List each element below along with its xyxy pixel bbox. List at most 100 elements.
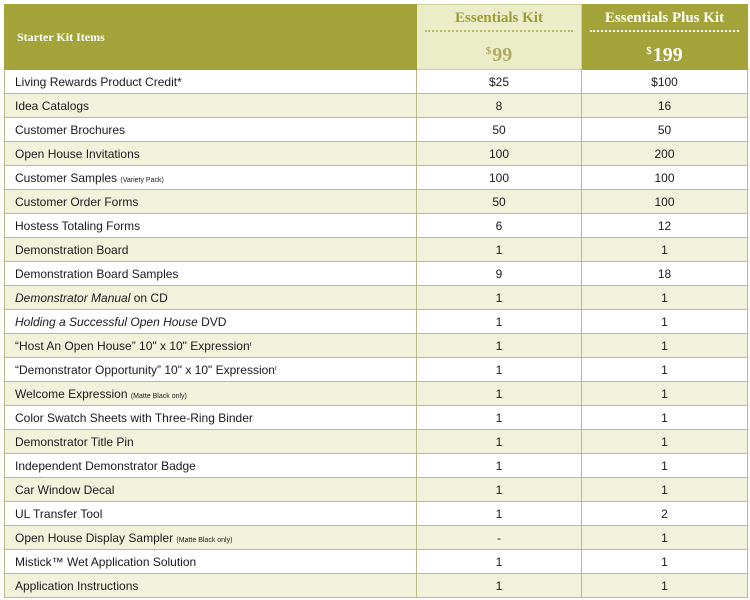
essentials-plus-kit-value: 1	[581, 453, 748, 478]
registered-mark: r	[249, 341, 252, 348]
essentials-plus-kit-value: 1	[581, 309, 748, 334]
item-label-cell: Car Window Decal	[4, 477, 417, 502]
item-label-italic: Demonstrator Manual	[15, 290, 131, 305]
item-label: Car Window Decal	[15, 482, 115, 497]
essentials-plus-kit-header: Essentials Plus Kit $199	[581, 4, 748, 70]
table-row: Customer Order Forms 50 100	[4, 189, 748, 214]
essentials-kit-price: $99	[417, 32, 581, 68]
essentials-kit-value: 1	[416, 453, 582, 478]
table-row: Holding a Successful Open House DVD 1 1	[4, 309, 748, 334]
table-row: “Demonstrator Opportunity” 10" x 10" Exp…	[4, 357, 748, 382]
essentials-plus-kit-name: Essentials Plus Kit	[590, 5, 739, 32]
essentials-plus-kit-value: 1	[581, 429, 748, 454]
table-row: Demonstration Board 1 1	[4, 237, 748, 262]
item-label-cell: Holding a Successful Open House DVD	[4, 309, 417, 334]
item-label-cell: Open House Display Sampler (Matte Black …	[4, 525, 417, 550]
essentials-plus-kit-price: $199	[582, 32, 747, 68]
item-label-cell: Mistick™ Wet Application Solution	[4, 549, 417, 574]
table-row: Customer Samples (Variety Pack) 100 100	[4, 165, 748, 190]
table-row: Idea Catalogs 8 16	[4, 93, 748, 118]
essentials-kit-value: 1	[416, 429, 582, 454]
essentials-plus-kit-value: 100	[581, 165, 748, 190]
table-row: Mistick™ Wet Application Solution 1 1	[4, 549, 748, 574]
table-row: Color Swatch Sheets with Three-Ring Bind…	[4, 405, 748, 430]
item-label: “Demonstrator Opportunity” 10" x 10" Exp…	[15, 362, 275, 377]
item-label: Customer Brochures	[15, 122, 126, 137]
item-label: Mistick™ Wet Application Solution	[15, 554, 197, 569]
essentials-plus-kit-value: 1	[581, 237, 748, 262]
essentials-plus-kit-value: 1	[581, 285, 748, 310]
essentials-plus-kit-value: 1	[581, 357, 748, 382]
table-row: Living Rewards Product Credit* $25 $100	[4, 69, 748, 94]
item-label-cell: Idea Catalogs	[4, 93, 417, 118]
item-label: Customer Order Forms	[15, 194, 139, 209]
essentials-plus-kit-value: 1	[581, 573, 748, 598]
item-label-cell: Independent Demonstrator Badge	[4, 453, 417, 478]
essentials-kit-name: Essentials Kit	[425, 5, 573, 32]
table-row: Customer Brochures 50 50	[4, 117, 748, 142]
essentials-kit-value: 1	[416, 237, 582, 262]
essentials-plus-kit-value: 1	[581, 477, 748, 502]
item-label: Hostess Totaling Forms	[15, 218, 141, 233]
essentials-plus-kit-value: 18	[581, 261, 748, 286]
table-row: Demonstration Board Samples 9 18	[4, 261, 748, 286]
item-label: Living Rewards Product Credit*	[15, 74, 182, 89]
table-row: Independent Demonstrator Badge 1 1	[4, 453, 748, 478]
essentials-kit-value: 1	[416, 501, 582, 526]
item-note: (Matte Black only)	[176, 536, 233, 544]
essentials-plus-kit-value: 1	[581, 549, 748, 574]
table-row: Demonstrator Title Pin 1 1	[4, 429, 748, 454]
table-row: Demonstrator Manual on CD 1 1	[4, 285, 748, 310]
essentials-plus-kit-value: 1	[581, 381, 748, 406]
item-note: (Matte Black only)	[130, 392, 187, 400]
essentials-plus-kit-value: 1	[581, 333, 748, 358]
essentials-kit-value: 100	[416, 165, 582, 190]
essentials-plus-kit-value: 100	[581, 189, 748, 214]
essentials-plus-kit-value: 50	[581, 117, 748, 142]
item-label-cell: “Demonstrator Opportunity” 10" x 10" Exp…	[4, 357, 417, 382]
table-row: Car Window Decal 1 1	[4, 477, 748, 502]
item-label: Demonstrator Title Pin	[15, 434, 134, 449]
essentials-kit-value: 1	[416, 549, 582, 574]
essentials-kit-value: 1	[416, 381, 582, 406]
essentials-kit-value: 9	[416, 261, 582, 286]
essentials-kit-value: 1	[416, 405, 582, 430]
plus-currency: $	[646, 45, 652, 57]
item-label-cell: Customer Order Forms	[4, 189, 417, 214]
items-column-header: Starter Kit Items	[4, 4, 417, 70]
item-note: (Variety Pack)	[120, 176, 164, 184]
essentials-kit-value: 8	[416, 93, 582, 118]
registered-mark: r	[274, 365, 277, 372]
essentials-kit-value: 1	[416, 357, 582, 382]
item-label-cell: Application Instructions	[4, 573, 417, 598]
essentials-kit-value: 1	[416, 573, 582, 598]
essentials-kit-value: 1	[416, 477, 582, 502]
item-label: Customer Samples	[15, 170, 118, 185]
essentials-plus-kit-value: 1	[581, 525, 748, 550]
item-label-cell: Hostess Totaling Forms	[4, 213, 417, 238]
item-label-cell: UL Transfer Tool	[4, 501, 417, 526]
essentials-plus-kit-value: 16	[581, 93, 748, 118]
item-label-cell: Demonstrator Manual on CD	[4, 285, 417, 310]
item-label-cell: Welcome Expression (Matte Black only)	[4, 381, 417, 406]
item-label-cell: Demonstration Board	[4, 237, 417, 262]
table-row: Hostess Totaling Forms 6 12	[4, 213, 748, 238]
item-label: UL Transfer Tool	[15, 506, 103, 521]
item-label-rest: DVD	[197, 314, 227, 329]
table-body: Living Rewards Product Credit* $25 $100 Ide…	[4, 69, 748, 598]
table-row: Open House Invitations 100 200	[4, 141, 748, 166]
plus-price-value: 199	[652, 44, 683, 66]
item-label-cell: “Host An Open House” 10" x 10" Expressio…	[4, 333, 417, 358]
essentials-kit-value: 1	[416, 285, 582, 310]
item-label: Demonstration Board Samples	[15, 266, 179, 281]
starter-kit-comparison-table: Starter Kit Items Essentials Kit $99 Ess…	[4, 4, 748, 598]
essentials-plus-kit-value: 200	[581, 141, 748, 166]
table-row: Application Instructions 1 1	[4, 573, 748, 598]
essentials-kit-value: 1	[416, 333, 582, 358]
essentials-plus-kit-value: 12	[581, 213, 748, 238]
table-header-row: Starter Kit Items Essentials Kit $99 Ess…	[4, 4, 748, 70]
table-row: Welcome Expression (Matte Black only) 1 1	[4, 381, 748, 406]
item-label-cell: Customer Brochures	[4, 117, 417, 142]
item-label-italic: Holding a Successful Open House	[15, 314, 198, 329]
essentials-currency: $	[485, 45, 492, 57]
